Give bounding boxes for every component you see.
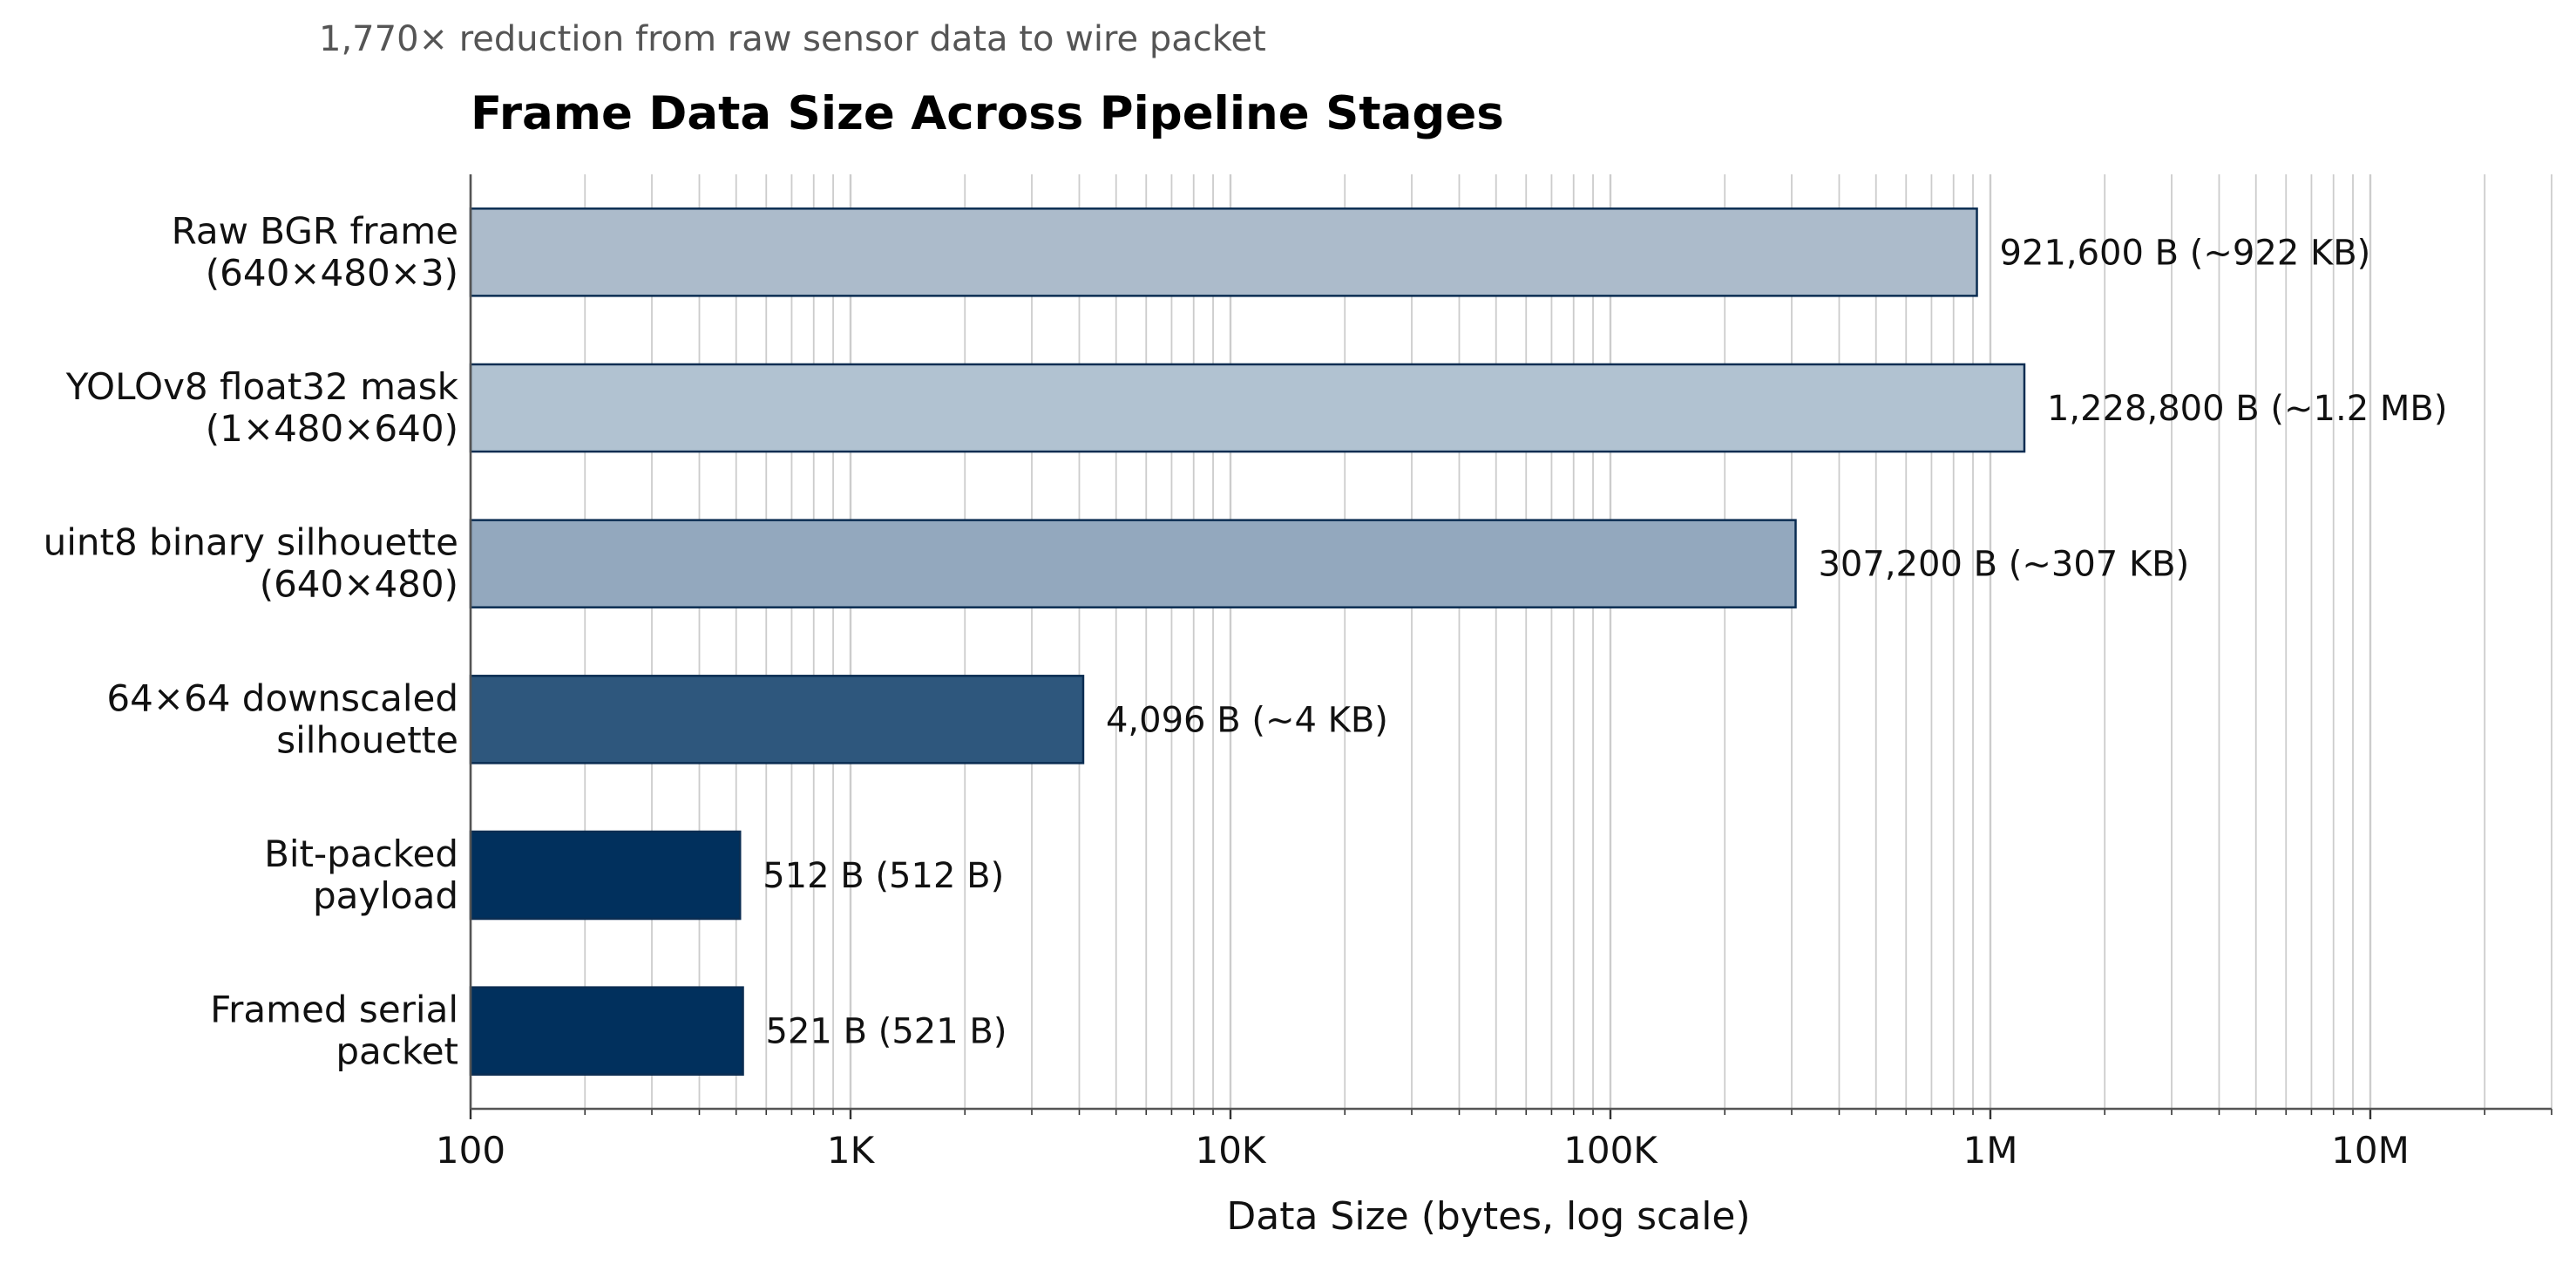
category-label: Raw BGR frame xyxy=(172,209,458,252)
grid-layer xyxy=(469,174,2552,1109)
category-label: (640×480×3) xyxy=(206,251,458,294)
category-label: Framed serial xyxy=(210,989,458,1031)
category-label: (1×480×640) xyxy=(206,407,458,450)
x-tick-label: 100K xyxy=(1563,1129,1658,1172)
value-label: 307,200 B (~307 KB) xyxy=(1818,545,2189,585)
category-label: Bit-packed xyxy=(264,832,458,875)
category-label: silhouette xyxy=(276,718,458,761)
label-layer: 100 1K 10K 100K 1M 10M Data Size (bytes, log s… xyxy=(44,209,2448,1239)
value-label: 521 B (521 B) xyxy=(766,1012,1007,1052)
bar xyxy=(469,207,1978,297)
value-label: 921,600 B (~922 KB) xyxy=(2000,233,2371,273)
bar xyxy=(469,675,1085,765)
category-label: (640×480) xyxy=(260,563,458,606)
category-label: YOLOv8 float32 mask xyxy=(65,365,459,408)
chart-subtitle: 1,770× reduction from raw sensor data to… xyxy=(319,19,1266,59)
bar-layer xyxy=(469,207,2026,1076)
bar xyxy=(469,830,742,921)
category-label: uint8 binary silhouette xyxy=(44,521,458,564)
bar xyxy=(469,986,744,1076)
x-tick-label: 10K xyxy=(1195,1129,1266,1172)
value-label: 1,228,800 B (~1.2 MB) xyxy=(2047,389,2447,429)
x-tick-label: 1M xyxy=(1963,1129,2017,1172)
x-tick-label: 100 xyxy=(436,1129,505,1172)
value-label: 4,096 B (~4 KB) xyxy=(1106,700,1388,740)
axis-layer xyxy=(469,174,2552,1119)
x-tick-label: 1K xyxy=(827,1129,876,1172)
chart-title: Frame Data Size Across Pipeline Stages xyxy=(471,87,1504,140)
value-label: 512 B (512 B) xyxy=(763,856,1004,896)
category-label: 64×64 downscaled xyxy=(106,676,458,719)
x-tick-label: 10M xyxy=(2331,1129,2410,1172)
category-label: packet xyxy=(336,1030,458,1073)
bar xyxy=(469,363,2026,453)
bar xyxy=(469,519,1797,608)
x-axis-title: Data Size (bytes, log scale) xyxy=(1226,1194,1750,1239)
category-label: payload xyxy=(313,874,458,917)
